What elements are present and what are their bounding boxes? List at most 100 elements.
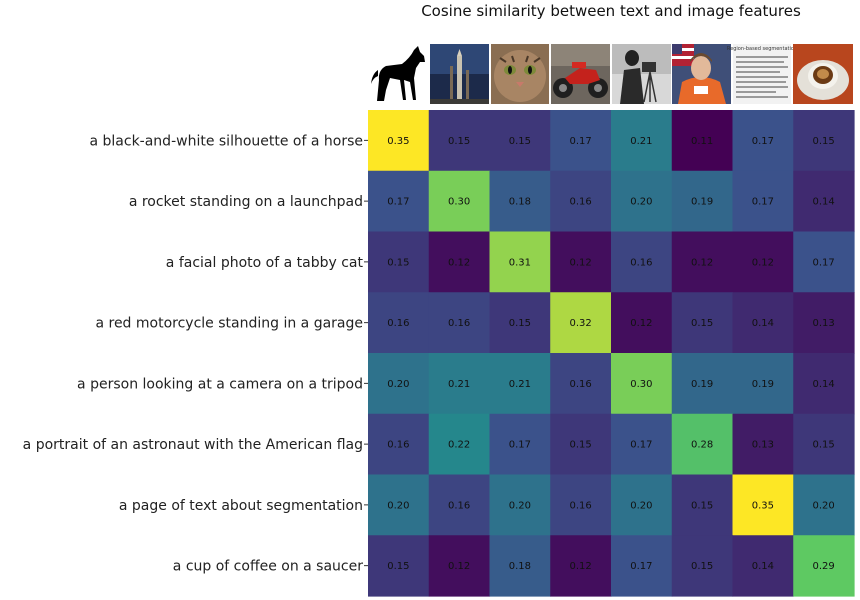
thumbnail-horse [369,44,428,104]
heatmap-cell-value: 0.12 [752,257,774,268]
heatmap-cell [368,413,430,476]
heatmap-cell-value: 0.20 [387,379,409,390]
heatmap-cell-value: 0.19 [691,197,713,208]
heatmap-cell [550,170,612,233]
heatmap-cells [368,110,855,597]
heatmap-cell [793,110,855,172]
heatmap-cell-value: 0.15 [509,318,531,329]
heatmap-cell [368,110,430,172]
heatmap-cell-value: 0.15 [691,318,713,329]
heatmap-cell-value: 0.16 [448,500,470,511]
heatmap-cell-value: 0.17 [752,136,774,147]
heatmap-cell-value: 0.12 [691,257,713,268]
heatmap-cell [368,292,430,354]
heatmap-cell-value: 0.20 [630,197,652,208]
heatmap-cell [671,170,734,233]
heatmap-cell-value: 0.16 [387,318,409,329]
heatmap-cell [611,292,673,354]
heatmap-cell-value: 0.17 [812,257,834,268]
heatmap-cell [489,353,551,415]
heatmap-cell [428,292,491,354]
heatmap-cell [489,231,551,293]
heatmap-cell [489,474,551,536]
heatmap-cell-value: 0.21 [509,379,531,390]
heatmap-cell [793,231,855,293]
heatmap-cell-value: 0.30 [630,379,652,390]
row-label: a cup of coffee on a saucer [173,559,363,575]
row-label: a black-and-white silhouette of a horse [89,133,363,149]
heatmap-cell [732,170,794,233]
heatmap-cell-value: 0.14 [752,561,774,572]
heatmap-cell-value: 0.16 [569,379,591,390]
heatmap-cell-value: 0.17 [630,561,652,572]
heatmap-cell [671,231,734,293]
heatmap-cell [368,231,430,293]
heatmap-cell-value: 0.16 [569,197,591,208]
thumbnail-text-heading: Region-based segmentation [727,46,797,52]
heatmap-cell-value: 0.17 [569,136,591,147]
heatmap-cell-value: 0.15 [509,136,531,147]
heatmap-cell [428,231,491,293]
heatmap-cell-value: 0.12 [569,257,591,268]
heatmap-cell [550,413,612,476]
heatmap-cell-value: 0.15 [691,561,713,572]
heatmap-cell [611,353,673,415]
heatmap-cell [428,353,491,415]
heatmap-cell [611,474,673,536]
heatmap-cell-value: 0.13 [812,318,834,329]
heatmap-cell-value: 0.20 [509,500,531,511]
heatmap-cell [428,474,491,536]
heatmap-cell-value: 0.12 [448,561,470,572]
heatmap-cell [489,110,551,172]
heatmap-cell [793,353,855,415]
heatmap-cell [550,292,612,354]
row-label: a rocket standing on a launchpad [129,194,363,210]
heatmap-cell-value: 0.22 [448,440,470,451]
heatmap-cell [428,413,491,476]
heatmap-cell [611,413,673,476]
heatmap-cell-value: 0.14 [812,197,834,208]
heatmap-cell [368,170,430,233]
row-label: a red motorcycle standing in a garage [95,316,363,332]
heatmap-cell [368,474,430,536]
heatmap-cell-value: 0.16 [387,440,409,451]
heatmap-cell-value: 0.16 [569,500,591,511]
heatmap-cell [793,413,855,476]
heatmap-cell [428,535,491,597]
heatmap-cell-value: 0.15 [812,440,834,451]
heatmap-cell-value: 0.15 [812,136,834,147]
heatmap-cell [489,535,551,597]
heatmap-cell-value: 0.12 [630,318,652,329]
heatmap-cell-value: 0.12 [448,257,470,268]
heatmap-cell-value: 0.20 [387,500,409,511]
heatmap-cell [489,413,551,476]
heatmap-cell [732,292,794,354]
heatmap-cell-value: 0.20 [812,500,834,511]
row-ticks [364,139,368,567]
heatmap-cell-value: 0.32 [569,318,591,329]
thumbnail-rocket [430,44,489,104]
heatmap-cell-value: 0.29 [812,561,834,572]
heatmap-cell [489,170,551,233]
heatmap-cell-value: 0.12 [569,561,591,572]
heatmap-cell [671,413,734,476]
heatmap-cell-value: 0.17 [630,440,652,451]
heatmap-cell-value: 0.15 [569,440,591,451]
heatmap-cell-value: 0.15 [448,136,470,147]
heatmap-cell [793,474,855,536]
thumbnail-astronaut [672,44,731,104]
heatmap-cell-value: 0.21 [630,136,652,147]
thumbnail-camera-tripod [612,44,671,104]
heatmap-cell [428,110,491,172]
heatmap-cell [793,170,855,233]
chart-title: Cosine similarity between text and image… [421,2,801,20]
heatmap-cell-value: 0.35 [387,136,409,147]
row-label: a page of text about segmentation [119,498,363,514]
heatmap-cell-value: 0.20 [630,500,652,511]
thumbnail-coffee [793,44,853,104]
heatmap-cell [550,474,612,536]
heatmap-cell-value: 0.14 [812,379,834,390]
heatmap-cell [793,535,855,597]
heatmap-cell-value: 0.21 [448,379,470,390]
